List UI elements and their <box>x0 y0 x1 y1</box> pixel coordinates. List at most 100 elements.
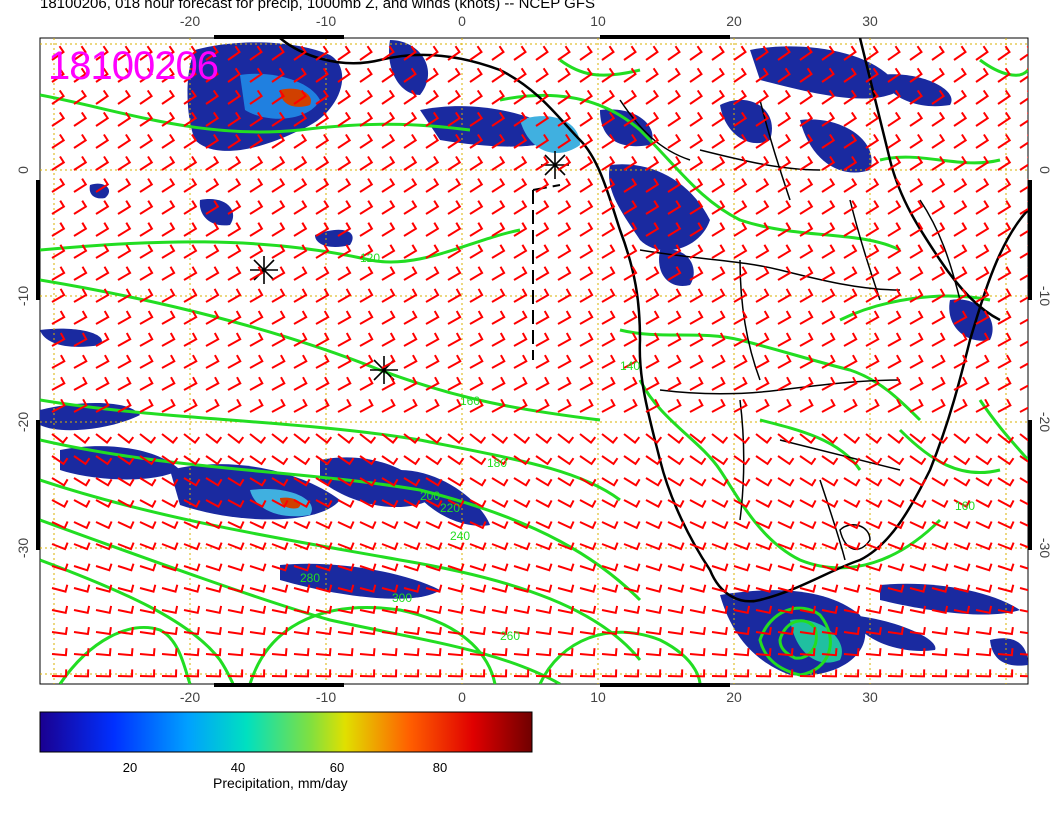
wind-barb <box>359 133 374 149</box>
wind-barb <box>227 266 242 281</box>
wind-barb <box>1019 178 1028 193</box>
wind-barb <box>469 67 483 83</box>
wind-barb <box>359 499 377 508</box>
wind-barb <box>381 584 399 593</box>
wind-barb <box>733 133 748 149</box>
wind-barb <box>1019 333 1028 347</box>
wind-barb <box>403 398 418 413</box>
wind-barb <box>183 133 198 149</box>
wind-barb <box>623 111 638 127</box>
contour-label: 120 <box>360 251 380 265</box>
wind-barb <box>997 584 1015 593</box>
wind-barb <box>403 222 418 237</box>
wind-barb <box>931 433 949 445</box>
wind-barb <box>711 669 728 678</box>
wind-barb <box>73 376 88 391</box>
wind-barb <box>645 200 660 215</box>
wind-barb <box>689 563 707 572</box>
wind-barb <box>733 499 751 508</box>
wind-barb <box>425 648 442 657</box>
wind-barb <box>403 584 421 593</box>
wind-barb <box>73 521 91 530</box>
wind-barb <box>733 605 751 614</box>
wind-barb <box>403 648 420 657</box>
wind-barb <box>447 45 461 61</box>
wind-barb <box>315 499 333 508</box>
wind-barb <box>909 499 927 508</box>
wind-barb <box>843 433 861 445</box>
wind-barb <box>161 626 178 636</box>
wind-barb <box>227 222 242 237</box>
wind-barb <box>227 354 242 369</box>
wind-barb <box>667 398 682 413</box>
wind-barb <box>359 332 374 347</box>
wind-barb <box>337 200 352 215</box>
wind-barb <box>161 499 179 508</box>
wind-barb <box>139 310 154 325</box>
wind-barb <box>579 133 594 149</box>
wind-barb <box>843 45 857 61</box>
wind-barb <box>161 433 179 445</box>
wind-barb <box>293 354 308 369</box>
wind-barb <box>953 200 968 215</box>
wind-barb <box>227 244 242 259</box>
precip-colorbar <box>39 711 533 753</box>
wind-barb <box>799 155 814 171</box>
wind-barb <box>403 133 418 149</box>
wind-barb <box>315 398 330 413</box>
date-stamp: 18100206 <box>48 44 219 88</box>
wind-barb <box>689 67 703 83</box>
wind-barb <box>161 605 179 614</box>
wind-barb <box>491 433 509 445</box>
wind-barb <box>843 542 861 551</box>
wind-barb <box>227 584 245 593</box>
wind-barb <box>821 266 836 281</box>
wind-barb <box>667 648 684 657</box>
wind-barb <box>51 133 66 149</box>
wind-barb <box>183 521 201 530</box>
wind-barb <box>645 310 660 325</box>
wind-barb <box>271 89 285 105</box>
wind-barb <box>689 45 703 61</box>
wind-barb <box>183 584 201 593</box>
wind-barb <box>623 376 638 391</box>
wind-barb <box>777 111 792 127</box>
wind-barb <box>865 67 879 83</box>
wind-barb <box>293 178 308 193</box>
wind-barb <box>689 584 707 593</box>
x-tick-label: 10 <box>590 689 606 705</box>
wind-barb <box>51 288 66 303</box>
wind-barb <box>909 398 924 413</box>
wind-barb <box>579 354 594 369</box>
wind-barb <box>799 455 817 466</box>
wind-barb <box>623 584 641 593</box>
x-tick-label: 30 <box>862 689 878 705</box>
wind-barb <box>865 133 880 149</box>
x-tick-label-top: 20 <box>726 13 742 29</box>
wind-barb <box>95 433 113 445</box>
wind-barb <box>689 332 704 347</box>
wind-barb <box>821 563 839 572</box>
wind-barb <box>821 626 838 636</box>
wind-barb <box>1019 245 1028 259</box>
wind-barb <box>95 89 109 105</box>
wind-barb <box>865 669 882 678</box>
wind-barb <box>645 288 660 303</box>
wind-barb <box>139 499 157 508</box>
wind-barb <box>513 89 527 105</box>
wind-barb <box>799 200 814 215</box>
wind-barb <box>293 521 311 530</box>
wind-barb <box>535 178 550 193</box>
wind-barb <box>183 89 197 105</box>
wind-barb <box>337 648 354 657</box>
wind-barb <box>447 499 465 508</box>
wind-barb <box>271 584 289 593</box>
wind-barb <box>777 288 792 303</box>
wind-barb <box>711 584 729 593</box>
wind-barb <box>403 266 418 281</box>
wind-barb <box>249 626 266 636</box>
wind-barb <box>139 332 154 347</box>
wind-barb <box>733 310 748 325</box>
wind-barb <box>469 332 484 347</box>
wind-barb <box>689 477 707 487</box>
